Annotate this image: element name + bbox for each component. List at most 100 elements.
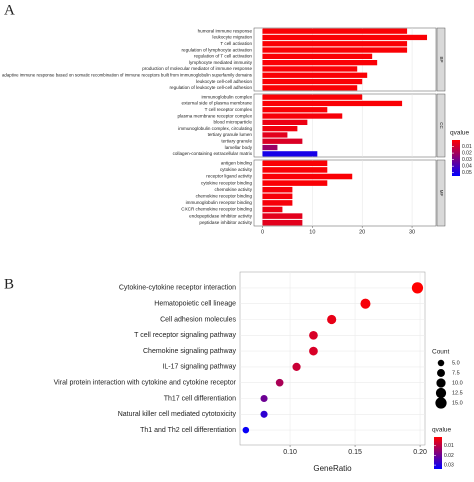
bar xyxy=(262,41,408,47)
category-label: cytokine activity xyxy=(220,167,253,172)
category-label: regulation of T cell activation xyxy=(194,54,252,59)
category-label: cytokine receptor binding xyxy=(201,180,253,185)
x-axis-label: GeneRatio xyxy=(313,464,352,473)
legend-label: 12.5 xyxy=(452,390,463,396)
category-label: immunoglobulin complex, circulating xyxy=(178,126,252,131)
category-label: immunoglobulin complex xyxy=(201,94,252,99)
colorbar-label: 0.01 xyxy=(462,144,472,150)
category-label: leukocyte cell-cell adhesion xyxy=(196,79,252,84)
legend-dot xyxy=(436,378,446,388)
bar xyxy=(262,60,378,66)
category-label: Chemokine signaling pathway xyxy=(143,348,236,355)
dot xyxy=(292,362,301,372)
x-tick-label: 10 xyxy=(309,229,315,235)
category-label: Th17 cell differentiation xyxy=(164,395,236,402)
legend-dot xyxy=(435,397,447,409)
colorbar-label: 0.03 xyxy=(462,157,472,163)
category-label: endopeptidase inhibitor activity xyxy=(189,213,253,218)
category-label: tertiary granule lumen xyxy=(208,132,253,137)
panel-label: B xyxy=(4,276,14,292)
dot xyxy=(360,298,371,309)
colorbar-label: 0.03 xyxy=(444,462,454,468)
plot-panel xyxy=(239,271,426,446)
category-label: receptor ligand activity xyxy=(206,174,252,179)
category-label: tertiary granule xyxy=(221,138,252,143)
legend-title: Count xyxy=(432,349,450,356)
bar xyxy=(262,144,278,151)
colorbar-label: 0.02 xyxy=(462,150,472,156)
dot xyxy=(411,282,424,294)
bar xyxy=(262,78,363,85)
facet-label: MF xyxy=(439,190,444,197)
facet-label: BP xyxy=(439,56,444,62)
bar xyxy=(262,66,358,72)
category-label: collagen-containing extracellular matrix xyxy=(173,151,253,156)
legend-title: qvalue xyxy=(432,427,452,434)
facet-label: CC xyxy=(439,122,444,129)
category-label: CXCR chemokine receptor binding xyxy=(181,207,252,212)
category-label: Th1 and Th2 cell differentiation xyxy=(140,427,236,434)
bar xyxy=(262,132,288,138)
category-label: leukocyte migration xyxy=(212,35,252,40)
bar xyxy=(262,167,328,173)
category-label: production of molecular mediator of immu… xyxy=(142,66,252,71)
category-label: lymphocyte mediated immunity xyxy=(189,60,253,65)
legend-dot xyxy=(437,369,445,377)
legend-label: 10.0 xyxy=(452,380,463,386)
category-label: adaptive immune response based on somati… xyxy=(2,72,253,77)
bar xyxy=(262,113,343,119)
dot xyxy=(327,314,337,325)
category-label: plasma membrane receptor complex xyxy=(177,113,252,118)
bar xyxy=(262,186,293,193)
dot xyxy=(309,346,318,356)
dot xyxy=(275,378,284,387)
colorbar-label: 0.02 xyxy=(444,453,454,459)
bar xyxy=(262,47,408,53)
bar xyxy=(262,160,328,167)
x-tick-label: 0.10 xyxy=(283,449,297,456)
bar xyxy=(262,213,303,219)
colorbar-label: 0.05 xyxy=(462,170,472,176)
dot xyxy=(309,330,318,340)
legend-dot xyxy=(437,359,445,367)
category-label: Viral protein interaction with cytokine … xyxy=(54,380,237,387)
bar xyxy=(262,180,328,186)
category-label: blood microparticle xyxy=(213,120,252,125)
bar xyxy=(262,53,373,59)
bar xyxy=(262,72,368,78)
bar xyxy=(262,173,353,180)
category-label: T cell receptor signaling pathway xyxy=(134,332,236,339)
facet-strip xyxy=(436,159,446,227)
panel-label: A xyxy=(4,2,15,18)
dot xyxy=(260,410,268,418)
dot xyxy=(260,394,268,403)
category-label: T cell activation xyxy=(220,41,252,46)
bar xyxy=(262,126,298,132)
category-label: IL-17 signaling pathway xyxy=(162,364,236,371)
x-tick-label: 30 xyxy=(409,229,415,235)
colorbar xyxy=(452,140,460,176)
legend-label: 15.0 xyxy=(452,400,463,406)
bar xyxy=(262,193,293,200)
bar xyxy=(262,206,283,213)
category-label: Hematopoietic cell lineage xyxy=(154,301,236,308)
category-label: Cell adhesion molecules xyxy=(160,316,236,323)
category-label: regulation of leukocyte cell-cell adhesi… xyxy=(170,85,253,90)
legend-label: 7.5 xyxy=(452,370,460,376)
bar xyxy=(262,200,293,206)
bar xyxy=(262,107,328,113)
colorbar-label: 0.01 xyxy=(444,443,454,449)
bar xyxy=(262,100,403,107)
x-tick-label: 0.15 xyxy=(348,449,362,456)
category-label: Cytokine-cytokine receptor interaction xyxy=(119,285,236,292)
colorbar xyxy=(434,437,442,469)
bar xyxy=(262,151,318,157)
category-label: humoral immune response xyxy=(198,28,253,33)
x-tick-label: 20 xyxy=(359,229,365,235)
bar xyxy=(262,119,308,125)
category-label: peptidase inhibitor activity xyxy=(199,220,252,225)
legend-label: 5.0 xyxy=(452,360,460,366)
category-label: T cell receptor complex xyxy=(205,107,253,112)
